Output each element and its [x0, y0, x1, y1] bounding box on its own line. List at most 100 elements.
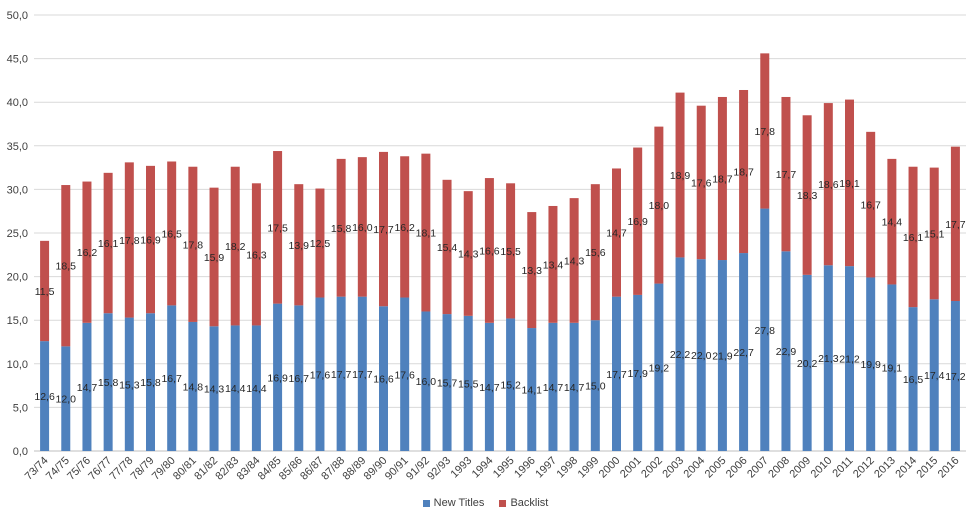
x-tick-label: 83/84 — [235, 455, 263, 483]
bar-backlist — [124, 162, 134, 318]
data-label-backlist: 11,5 — [35, 286, 55, 298]
bar-backlist — [908, 166, 918, 308]
bar-backlist — [548, 205, 558, 323]
data-label-new-titles: 17,6 — [394, 369, 415, 381]
bar-new-titles — [484, 322, 494, 451]
data-label-backlist: 14,4 — [882, 217, 903, 229]
x-tick-label: 81/82 — [192, 455, 220, 483]
bar-new-titles — [188, 321, 198, 451]
data-label-backlist: 17,5 — [267, 222, 288, 234]
x-tick-label: 79/80 — [150, 455, 178, 483]
bar-backlist — [315, 188, 325, 298]
bar-new-titles — [717, 260, 727, 451]
y-tick-label: 20,0 — [7, 272, 28, 284]
bar-backlist — [675, 92, 685, 258]
x-tick-label: 78/79 — [129, 455, 157, 483]
x-tick-label: 84/85 — [256, 455, 284, 483]
x-tick-label: 2003 — [660, 455, 686, 481]
data-label-new-titles: 17,9 — [627, 368, 648, 380]
data-label-new-titles: 20,2 — [797, 358, 818, 370]
bar-new-titles — [463, 315, 473, 451]
data-label-backlist: 13,3 — [522, 265, 543, 277]
bar-backlist — [273, 151, 283, 304]
data-label-backlist: 13,9 — [289, 240, 310, 252]
bar-backlist — [612, 168, 621, 297]
bar-backlist — [167, 161, 177, 306]
x-tick-label: 2009 — [787, 455, 813, 481]
bar-backlist — [230, 166, 240, 326]
bar-new-titles — [336, 296, 346, 451]
bar-new-titles — [760, 208, 770, 451]
legend-label-backlist: Backlist — [510, 497, 549, 509]
bar-backlist — [887, 158, 897, 285]
data-label-backlist: 18,5 — [56, 261, 77, 273]
data-label-backlist: 15,5 — [500, 246, 521, 258]
data-label-new-titles: 17,7 — [606, 369, 627, 381]
data-label-backlist: 14,3 — [458, 248, 479, 260]
bar-backlist — [336, 158, 346, 297]
data-label-backlist: 14,7 — [606, 228, 627, 240]
legend-swatch-backlist — [499, 499, 507, 507]
data-label-backlist: 16,7 — [860, 200, 881, 212]
x-tick-label: 75/76 — [65, 455, 93, 483]
x-tick-label: 2004 — [682, 455, 708, 481]
data-label-backlist: 16,1 — [903, 232, 924, 244]
data-label-new-titles: 16,6 — [373, 374, 394, 386]
x-tick-label: 2012 — [851, 455, 877, 481]
x-tick-label: 2001 — [618, 455, 644, 481]
y-tick-label: 40,0 — [7, 97, 28, 109]
data-label-new-titles: 14,4 — [246, 383, 267, 395]
bar-new-titles — [696, 259, 706, 451]
data-label-backlist: 18,1 — [416, 228, 437, 240]
bar-backlist — [527, 212, 537, 329]
data-label-new-titles: 15,5 — [458, 378, 479, 390]
x-tick-label: 2014 — [893, 455, 919, 481]
x-axis: 73/7474/7575/7676/7777/7878/7979/8080/81… — [23, 455, 962, 483]
bar-new-titles — [506, 318, 516, 451]
x-tick-label: 2007 — [745, 455, 771, 481]
data-label-new-titles: 14,7 — [479, 382, 500, 394]
bar-backlist — [506, 183, 516, 319]
y-tick-label: 15,0 — [7, 315, 28, 327]
x-tick-label: 90/91 — [383, 455, 411, 483]
data-label-backlist: 16,0 — [352, 222, 373, 234]
x-tick-label: 74/75 — [44, 455, 72, 483]
y-tick-label: 45,0 — [7, 54, 28, 66]
y-tick-label: 50,0 — [7, 10, 28, 22]
bar-new-titles — [739, 253, 749, 451]
data-label-new-titles: 19,9 — [860, 359, 881, 371]
x-tick-label: 86/87 — [298, 455, 326, 483]
x-tick-label: 1999 — [576, 455, 602, 481]
data-label-backlist: 15,8 — [331, 223, 352, 235]
x-tick-label: 2008 — [766, 455, 792, 481]
x-tick-label: 2011 — [830, 455, 855, 480]
bar-backlist — [781, 96, 791, 252]
bar-backlist — [61, 185, 71, 347]
data-label-new-titles: 17,7 — [331, 369, 352, 381]
data-label-backlist: 16,2 — [77, 247, 98, 259]
data-label-new-titles: 14,8 — [183, 381, 204, 393]
y-tick-label: 0,0 — [13, 446, 28, 458]
bar-new-titles — [929, 299, 939, 451]
bar-backlist — [442, 179, 452, 315]
x-tick-label: 76/77 — [86, 455, 114, 483]
bar-new-titles — [124, 317, 134, 451]
legend: New Titles Backlist — [0, 497, 971, 509]
x-tick-label: 89/90 — [362, 455, 390, 483]
bar-new-titles — [273, 303, 283, 451]
bar-new-titles — [590, 320, 600, 451]
data-label-backlist: 15,1 — [924, 228, 945, 240]
bar-backlist — [739, 89, 749, 254]
bar-backlist — [950, 146, 960, 302]
data-label-new-titles: 14,7 — [543, 382, 564, 394]
data-label-new-titles: 21,2 — [839, 354, 860, 366]
bar-new-titles — [950, 301, 960, 451]
data-label-new-titles: 17,7 — [352, 369, 373, 381]
x-tick-label: 2000 — [597, 455, 623, 481]
data-label-backlist: 14,3 — [564, 255, 585, 267]
data-label-new-titles: 22,7 — [733, 347, 754, 359]
data-label-new-titles: 15,8 — [98, 377, 119, 389]
data-label-new-titles: 12,0 — [56, 394, 77, 406]
bar-backlist — [717, 96, 727, 261]
bar-new-titles — [442, 314, 452, 451]
